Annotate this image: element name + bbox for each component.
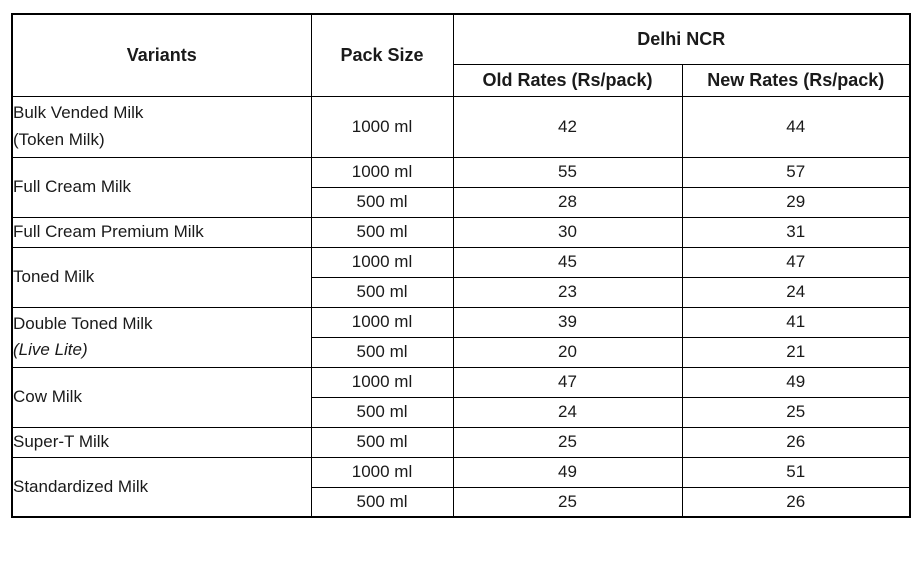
variant-cell: Full Cream Milk [11,156,312,218]
table-row: 500 ml 25 26 [12,486,911,518]
variant-note: (Token Milk) [13,129,105,149]
table-row: 500 ml 28 29 [12,186,911,218]
pack-size-cell: 1000 ml [310,306,454,338]
new-rate-cell: 29 [681,186,911,218]
old-rate-cell: 24 [452,396,683,428]
new-rate-cell: 31 [681,216,911,248]
new-rate-cell: 26 [681,426,911,458]
variant-cell: Toned Milk [11,246,312,308]
variant-name: Double Toned Milk [13,313,153,333]
old-rate-cell: 25 [452,486,683,518]
new-rates-header: New Rates (Rs/pack) [681,63,911,97]
variant-cell: Full Cream Premium Milk [11,216,312,248]
table-row: 500 ml 24 25 [12,396,911,428]
new-rate-cell: 41 [681,306,911,338]
new-rate-cell: 26 [681,486,911,518]
table-row: Standardized Milk 1000 ml 49 51 [11,456,911,518]
new-rate-cell: 49 [681,366,911,398]
pack-size-cell: 1000 ml [310,246,454,278]
old-rate-cell: 23 [452,276,683,308]
old-rate-cell: 20 [452,336,683,368]
pack-size-cell: 500 ml [310,486,454,518]
pack-size-cell: 1000 ml [310,156,454,188]
pack-size-cell: 500 ml [310,186,454,218]
pack-size-header: Pack Size [310,13,454,97]
new-rate-cell: 24 [681,276,911,308]
new-rate-cell: 21 [681,336,911,368]
table-row: Super-T Milk 500 ml 25 26 [11,426,911,458]
variant-note: (Live Lite) [13,340,88,359]
variant-name: Bulk Vended Milk [13,103,144,123]
new-rate-cell: 51 [681,456,911,488]
variants-header: Variants [11,13,312,97]
table-row: Full Cream Milk 1000 ml 55 57 [11,156,911,218]
variant-cell: Standardized Milk [11,456,312,518]
old-rate-cell: 47 [452,366,683,398]
old-rate-cell: 39 [452,306,683,338]
milk-rates-table: Variants Pack Size Delhi NCR Old Rates (… [11,13,911,518]
table-row: Bulk Vended Milk (Token Milk) 1000 ml 42… [11,95,911,158]
table-row: Cow Milk 1000 ml 47 49 [11,366,911,428]
variant-cell: Cow Milk [11,366,312,428]
old-rate-cell: 55 [452,156,683,188]
new-rate-cell: 47 [681,246,911,278]
new-rate-cell: 57 [681,156,911,188]
pack-size-cell: 500 ml [310,396,454,428]
old-rate-cell: 25 [452,426,683,458]
table-row: Full Cream Premium Milk 500 ml 30 31 [11,216,911,248]
region-group-header: Delhi NCR [452,13,911,65]
old-rate-cell: 28 [452,186,683,218]
table-row: Double Toned Milk (Live Lite) 1000 ml 39… [11,306,911,368]
old-rate-cell: 49 [452,456,683,488]
new-rate-cell: 25 [681,396,911,428]
pack-size-cell: 500 ml [310,216,454,248]
table-row: Toned Milk 1000 ml 45 47 [11,246,911,308]
pack-size-cell: 500 ml [310,276,454,308]
table-row: 500 ml 23 24 [12,276,911,308]
variant-cell: Bulk Vended Milk (Token Milk) [11,95,312,158]
new-rate-cell: 44 [681,95,911,158]
old-rates-header: Old Rates (Rs/pack) [452,63,683,97]
old-rate-cell: 30 [452,216,683,248]
pack-size-cell: 500 ml [310,426,454,458]
pack-size-cell: 1000 ml [310,95,454,158]
table-row: 500 ml 20 21 [12,336,911,368]
variant-cell: Super-T Milk [11,426,312,458]
old-rate-cell: 45 [452,246,683,278]
variant-cell: Double Toned Milk (Live Lite) [11,306,312,368]
pack-size-cell: 1000 ml [310,366,454,398]
old-rate-cell: 42 [452,95,683,158]
pack-size-cell: 1000 ml [310,456,454,488]
pack-size-cell: 500 ml [310,336,454,368]
